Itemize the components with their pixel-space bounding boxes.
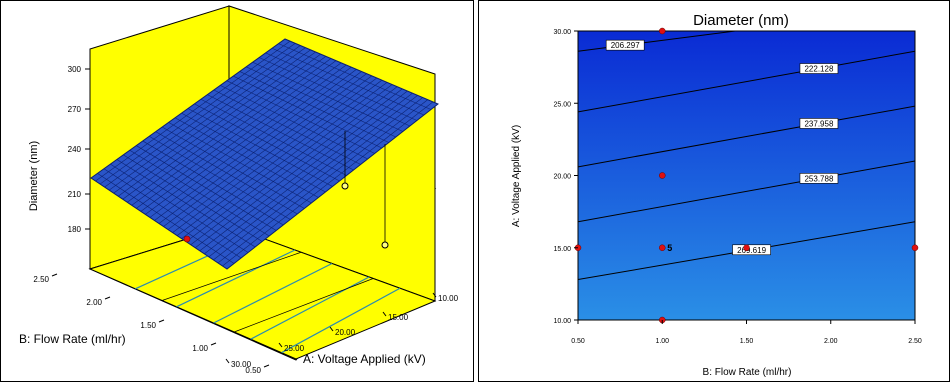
contour-label-box xyxy=(605,39,645,51)
mesh-line xyxy=(217,99,428,264)
contour-plot-panel: 206.297 222.128 237.958 253.788 269.619 5 0.50… xyxy=(478,0,950,382)
floor-grid-line xyxy=(161,251,302,301)
y-tick xyxy=(158,319,165,323)
floor-plane xyxy=(88,225,437,360)
y-tick-label: 10.00 xyxy=(553,318,571,325)
floor-contour-line xyxy=(213,262,333,324)
mesh-line xyxy=(259,57,410,127)
x-axis-title: A: Voltage Applied (kV) xyxy=(303,352,426,366)
contour-label-box xyxy=(799,63,839,74)
floor-contour-line xyxy=(176,249,296,308)
x-tick-label: 1.50 xyxy=(740,338,754,345)
mesh-line xyxy=(208,95,418,258)
mesh-line xyxy=(222,101,434,267)
y-tick-label: 0.50 xyxy=(245,366,261,375)
y-axis-title: B: Flow Rate (ml/hr) xyxy=(19,332,126,346)
x-axis-title: B: Flow Rate (ml/hr) xyxy=(703,367,792,378)
contour-label: 253.788 xyxy=(804,174,833,183)
y-tick-label: 15.00 xyxy=(553,246,571,253)
design-point xyxy=(659,27,666,35)
design-point xyxy=(911,244,919,251)
x-tick xyxy=(432,292,437,298)
contour-label: 222.128 xyxy=(804,65,833,74)
x-tick xyxy=(329,326,334,332)
surface-plot-panel: 180 210 240 270 300 Diameter (nm) 0.50 1.00 1.50… xyxy=(0,0,474,382)
z-tick-label: 300 xyxy=(68,65,82,74)
chart-title: Diameter (nm) xyxy=(693,12,789,29)
contour-line xyxy=(578,160,915,223)
y-tick xyxy=(263,364,270,368)
y-tick-label: 20.00 xyxy=(553,174,571,181)
x-tick-label: 10.00 xyxy=(438,294,459,303)
contour-line xyxy=(578,105,915,168)
contour-plot: 206.297 222.128 237.958 253.788 269.619 5 0.50… xyxy=(511,12,922,378)
mesh-line xyxy=(271,47,425,116)
x-tick-label: 1.00 xyxy=(655,338,669,345)
x-tick-label: 2.50 xyxy=(908,338,922,345)
x-tick-label: 25.00 xyxy=(284,344,305,353)
z-axis-title: Diameter (nm) xyxy=(28,141,40,211)
design-point xyxy=(341,182,349,190)
y-tick xyxy=(51,273,58,277)
x-tick xyxy=(278,342,283,348)
contour-label: 269.619 xyxy=(737,246,766,255)
design-point xyxy=(659,244,666,251)
contour-label-box xyxy=(732,244,771,256)
x-tick-label: 15.00 xyxy=(388,313,409,322)
contour-lines: 206.297 222.128 237.958 253.788 269.619 xyxy=(578,31,915,281)
mesh-line xyxy=(213,97,423,261)
y-tick xyxy=(104,296,111,300)
contour-label: 206.297 xyxy=(611,41,640,50)
x-tick-label: 2.00 xyxy=(824,338,838,345)
floor-grid-line xyxy=(234,278,374,333)
y-tick-label: 2.50 xyxy=(33,275,49,284)
contour-label-box xyxy=(799,118,839,129)
x-tick-label: 30.00 xyxy=(231,360,252,369)
y-tick-label: 1.00 xyxy=(192,344,208,353)
mesh-line xyxy=(265,52,418,121)
x-tick xyxy=(225,358,230,364)
surface-plot: 180 210 240 270 300 Diameter (nm) 0.50 1.00 1.50… xyxy=(19,5,459,375)
z-tick-label: 240 xyxy=(68,145,82,154)
x-tick-label: 20.00 xyxy=(335,328,356,337)
floor-contour-line xyxy=(281,287,401,354)
contour-fill xyxy=(578,31,915,320)
y-tick-label: 30.00 xyxy=(553,29,571,36)
z-tick-label: 210 xyxy=(68,190,82,199)
x-tick xyxy=(382,311,387,317)
mesh-line xyxy=(204,92,413,255)
y-tick-label: 25.00 xyxy=(553,101,571,108)
mesh-line xyxy=(278,43,432,110)
design-point-label: 5 xyxy=(667,243,672,253)
design-point xyxy=(659,172,666,179)
contour-label-box xyxy=(799,173,839,184)
y-tick xyxy=(210,342,217,346)
contour-line xyxy=(578,50,915,113)
surface-mesh xyxy=(95,40,434,267)
design-point xyxy=(183,235,191,243)
design-point xyxy=(381,241,389,249)
x-tick-label: 0.50 xyxy=(571,338,585,345)
y-axis-title: A: Voltage Applied (kV) xyxy=(511,125,522,227)
design-point xyxy=(743,244,750,251)
y-tick-label: 1.50 xyxy=(140,321,156,330)
z-tick-label: 180 xyxy=(68,225,82,234)
y-tick-label: 2.00 xyxy=(86,298,102,307)
contour-label: 237.958 xyxy=(804,119,833,128)
z-tick-label: 270 xyxy=(68,105,82,114)
